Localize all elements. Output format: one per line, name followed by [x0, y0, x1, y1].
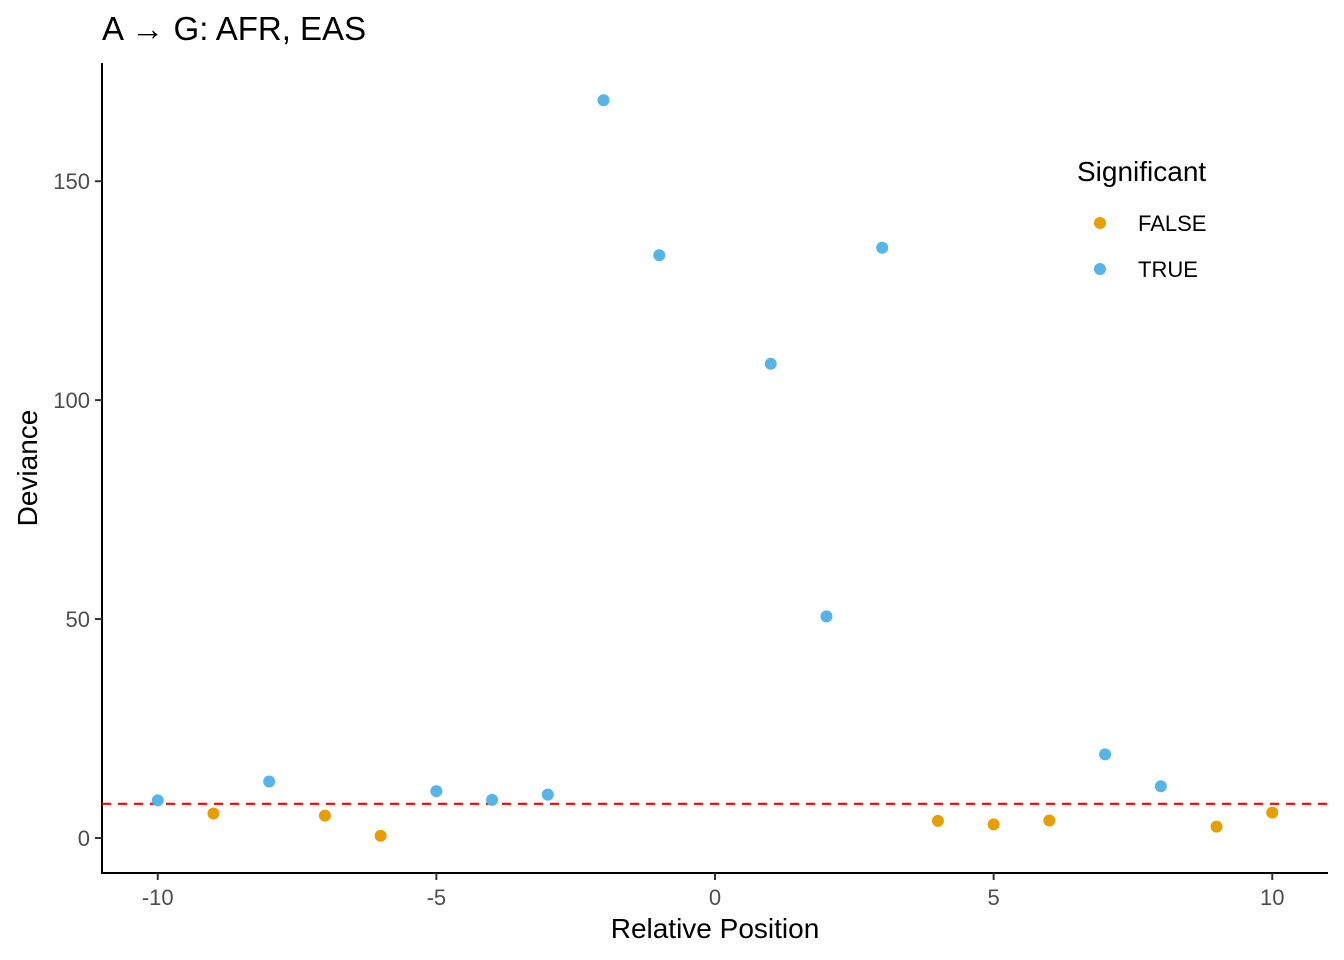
data-point-false — [207, 807, 220, 820]
y-tick-label: 150 — [53, 169, 90, 194]
y-tick-label: 50 — [66, 607, 90, 632]
data-point-true — [541, 788, 554, 801]
data-point-true — [430, 785, 443, 798]
legend: Significant FALSE TRUE — [1077, 156, 1206, 282]
data-point-false — [1266, 806, 1279, 819]
y-tick-label: 100 — [53, 388, 90, 413]
legend-swatch-false — [1094, 217, 1106, 229]
data-point-true — [486, 793, 499, 806]
data-point-true — [597, 94, 610, 107]
data-point-true — [820, 610, 833, 623]
data-point-false — [1043, 814, 1056, 827]
x-tick-label: -5 — [427, 885, 447, 910]
x-tick-label: -10 — [142, 885, 174, 910]
chart-title: A → G: AFR, EAS — [102, 10, 366, 47]
data-point-false — [1210, 820, 1223, 833]
plot-area: 0 50 100 150 -10 -5 0 5 10 — [53, 63, 1328, 910]
data-point-true — [151, 794, 164, 807]
legend-label-false: FALSE — [1138, 211, 1206, 236]
x-tick-label: 5 — [988, 885, 1000, 910]
y-axis-title: Deviance — [12, 410, 43, 527]
data-point-true — [764, 357, 777, 370]
data-point-true — [263, 775, 276, 788]
data-point-true — [653, 249, 666, 262]
data-point-false — [987, 818, 1000, 831]
x-ticks: -10 -5 0 5 10 — [142, 873, 1285, 910]
x-axis-title: Relative Position — [611, 913, 820, 944]
legend-title: Significant — [1077, 156, 1206, 187]
data-point-true — [876, 241, 889, 254]
y-ticks: 0 50 100 150 — [53, 169, 102, 851]
data-point-true — [1099, 748, 1112, 761]
data-point-false — [374, 829, 387, 842]
x-tick-label: 10 — [1260, 885, 1284, 910]
data-point-false — [318, 809, 331, 822]
legend-label-true: TRUE — [1138, 257, 1198, 282]
data-point-true — [1154, 780, 1167, 793]
legend-swatch-true — [1094, 263, 1106, 275]
data-points — [151, 94, 1279, 842]
data-point-false — [931, 814, 944, 827]
x-tick-label: 0 — [709, 885, 721, 910]
y-tick-label: 0 — [78, 826, 90, 851]
